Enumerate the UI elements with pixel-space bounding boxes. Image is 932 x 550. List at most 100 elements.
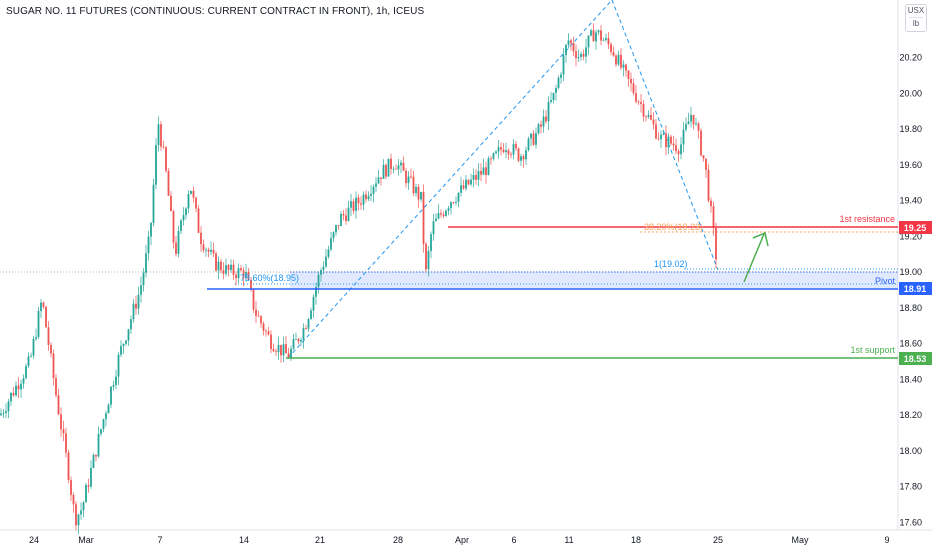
time-axis[interactable]: 24 Mar 7 14 21 28 Apr 6 11 18 25 May 9 <box>29 535 890 545</box>
candle-up <box>187 193 190 209</box>
candle-down <box>500 147 502 150</box>
candle-down <box>632 83 635 94</box>
candle-up <box>585 47 587 57</box>
candle-up <box>597 30 600 33</box>
candle-down <box>242 270 245 278</box>
candle-up <box>10 392 12 402</box>
candle-down <box>270 334 272 350</box>
price-tick-label: 17.60 <box>899 517 922 527</box>
candle-up <box>295 338 297 340</box>
candle-up <box>447 208 450 211</box>
candle-down <box>200 232 202 245</box>
candle-down <box>710 200 712 207</box>
candle-down <box>712 206 715 229</box>
candle-down <box>165 147 167 171</box>
candle-up <box>662 133 665 135</box>
candle-down <box>440 213 442 215</box>
candle-down <box>255 309 257 316</box>
candle-down <box>422 191 425 244</box>
candle-down <box>517 148 520 161</box>
candle-up <box>332 232 335 239</box>
candle-down <box>410 176 412 178</box>
candle-down <box>175 242 177 254</box>
candle-down <box>395 168 397 170</box>
candle-up <box>25 365 27 379</box>
candle-up <box>112 385 115 387</box>
candle-up <box>117 354 120 377</box>
candle-up <box>520 156 522 161</box>
candle-down <box>692 114 695 125</box>
candle-up <box>97 433 100 457</box>
unit-currency: USX <box>907 6 925 15</box>
candle-down <box>262 323 265 331</box>
candle-down <box>405 170 407 183</box>
candle-up <box>132 303 135 320</box>
candle-up <box>552 92 555 101</box>
candle-up <box>372 186 375 194</box>
candle-up <box>622 64 625 68</box>
candle-down <box>665 133 667 148</box>
candle-up <box>205 249 207 251</box>
candle-down <box>700 130 702 156</box>
candle-down <box>452 202 455 204</box>
price-axis[interactable]: 20.20 20.00 19.80 19.60 19.40 19.20 19.00 18.80… <box>899 53 922 528</box>
candle-down <box>572 43 575 52</box>
candle-down <box>637 101 640 103</box>
candle-down <box>490 158 492 160</box>
currency-unit-toggle[interactable]: USX lb <box>905 4 927 32</box>
candle-up <box>560 74 562 78</box>
candle-down <box>480 171 482 175</box>
candle-up <box>7 401 10 412</box>
candle-up <box>387 158 390 177</box>
candle-up <box>82 502 85 511</box>
candle-up <box>565 44 567 55</box>
candle-down <box>72 494 75 505</box>
support-price-value: 18.53 <box>904 354 927 364</box>
candle-down <box>167 170 170 196</box>
candle-up <box>315 287 317 297</box>
candle-down <box>515 144 517 149</box>
candle-down <box>672 143 675 146</box>
pivot-price-tag <box>899 282 932 295</box>
candle-up <box>492 153 495 159</box>
candle-up <box>92 454 95 469</box>
candle-up <box>312 296 315 311</box>
candle-down <box>207 249 210 252</box>
candle-down <box>655 124 657 139</box>
candle-up <box>660 134 662 140</box>
candle-up <box>27 356 30 366</box>
candle-down <box>645 116 647 118</box>
candle-up <box>505 150 507 153</box>
candle-up <box>140 285 142 295</box>
candle-up <box>35 337 37 339</box>
candle-up <box>22 378 25 384</box>
candle-down <box>545 116 547 122</box>
candle-up <box>355 197 357 211</box>
candle-up <box>335 225 337 233</box>
candle-down <box>462 185 465 189</box>
candle-down <box>677 151 680 155</box>
candle-up <box>327 249 330 257</box>
candle-up <box>512 144 515 155</box>
candle-up <box>210 249 212 252</box>
candle-up <box>277 344 280 353</box>
candle-up <box>290 348 292 359</box>
candle-up <box>400 162 402 166</box>
candle-up <box>350 201 352 208</box>
pivot-label: Pivot <box>875 276 896 286</box>
candle-up <box>102 419 105 430</box>
candle-down <box>620 54 622 68</box>
candle-up <box>477 171 480 180</box>
candle-down <box>357 197 360 204</box>
candle-up <box>37 311 40 338</box>
candle-down <box>135 303 137 309</box>
time-tick-label: 24 <box>29 535 39 545</box>
candle-down <box>272 349 275 352</box>
candle-down <box>267 331 270 335</box>
candle-down <box>12 392 15 396</box>
support-label: 1st support <box>850 345 895 355</box>
candle-down <box>612 51 615 56</box>
candle-up <box>147 236 150 254</box>
candle-down <box>582 53 585 57</box>
